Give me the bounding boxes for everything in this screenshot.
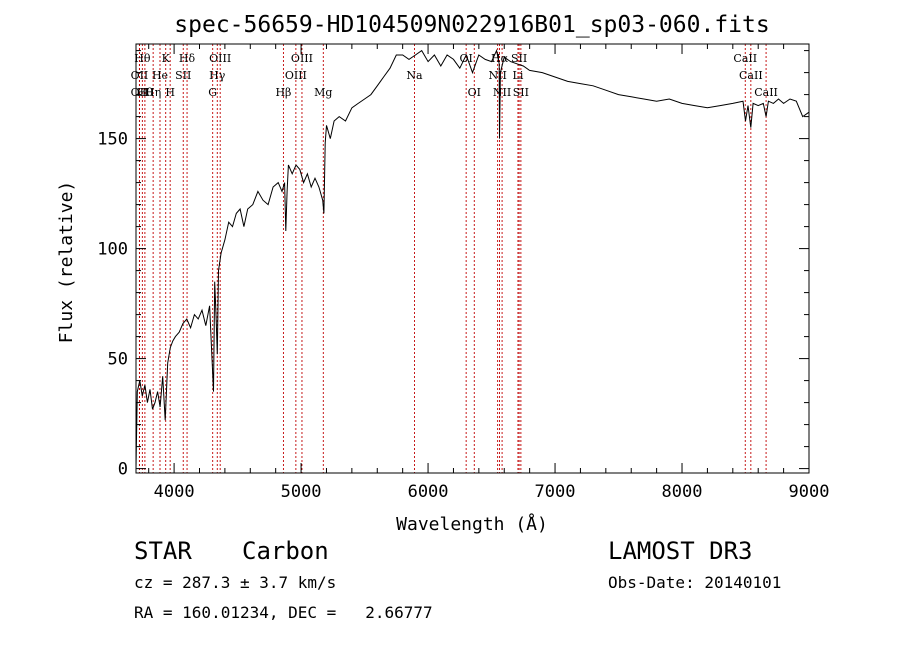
line-label-11: Hγ (209, 69, 226, 82)
x-tick-label-5000: 5000 (281, 482, 322, 502)
chart-title: spec-56659-HD104509N022916B01_sp03-060.f… (174, 12, 769, 38)
line-label-12: G (208, 86, 217, 99)
subclass-label: Carbon (242, 537, 329, 565)
line-label-10: OIII (209, 52, 231, 65)
line-label-7: H (165, 86, 175, 99)
x-axis-ticks: 4000 5000 6000 7000 8000 9000 (148, 44, 830, 502)
line-label-24: Li (513, 69, 524, 82)
line-label-18: OI (459, 52, 472, 65)
line-label-21: NII (488, 69, 506, 82)
line-label-5: He (152, 69, 168, 82)
survey-label: LAMOST DR3 (608, 537, 753, 565)
y-axis-ticks: 0 50 100 150 (97, 50, 809, 480)
line-label-3: Hθ (137, 86, 154, 99)
axes (135, 43, 810, 474)
line-label-28: CaII (754, 86, 778, 99)
line-label-2: OII (131, 86, 149, 99)
x-tick-label-7000: 7000 (535, 482, 576, 502)
x-axis-label: Wavelength (Å) (396, 513, 548, 535)
emission-line-markers (138, 44, 767, 473)
line-label-17: Na (406, 69, 423, 82)
line-label-23: SII (511, 52, 527, 65)
line-label-13: Hβ (275, 86, 291, 99)
redshift-text: cz = 287.3 ± 3.7 km/s (134, 573, 337, 592)
line-label-16: Mg (314, 86, 332, 99)
y-axis-label: Flux (relative) (56, 181, 77, 344)
obs-date-text: Obs-Date: 20140101 (608, 573, 782, 592)
line-label-25: SII (513, 86, 529, 99)
coordinates-text: RA = 160.01234, DEC = 2.66777 (134, 603, 433, 622)
flux-series-line (135, 48, 810, 469)
line-label-27: CaII (739, 69, 763, 82)
x-tick-label-9000: 9000 (789, 482, 830, 502)
spectrum-chart: spec-56659-HD104509N022916B01_sp03-060.f… (56, 12, 830, 535)
line-label-15: OIII (285, 69, 307, 82)
line-label-20: Hα (491, 52, 509, 65)
line-label-8: SII (175, 69, 191, 82)
line-label-6: Hη (145, 86, 161, 99)
x-tick-label-6000: 6000 (408, 482, 449, 502)
x-tick-label-8000: 8000 (662, 482, 703, 502)
class-label: STAR (134, 537, 192, 565)
line-label-4: K (162, 52, 171, 65)
line-label-0: OII (131, 69, 149, 82)
plot-frame (135, 43, 810, 474)
line-label-9: Hδ (179, 52, 196, 65)
line-label-26: CaII (733, 52, 757, 65)
line-label-14: OIII (291, 52, 313, 65)
y-tick-label-50: 50 (108, 350, 128, 370)
y-tick-label-150: 150 (97, 130, 128, 150)
x-tick-label-4000: 4000 (154, 482, 195, 502)
y-tick-label-100: 100 (97, 240, 128, 260)
y-tick-label-0: 0 (118, 460, 128, 480)
line-label-22: NII (493, 86, 511, 99)
line-label-1: Hθ (134, 52, 151, 65)
line-label-19: OI (468, 86, 481, 99)
